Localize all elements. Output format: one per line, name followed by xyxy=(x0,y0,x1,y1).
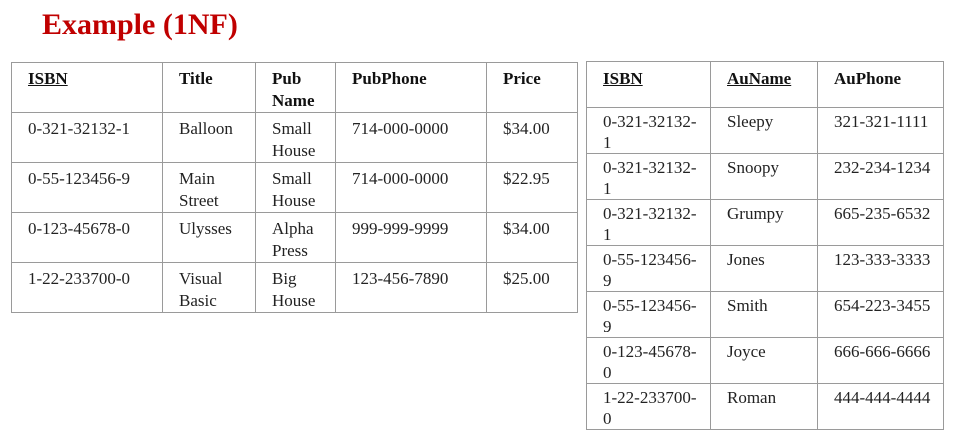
cell-price: $22.95 xyxy=(486,162,578,213)
cell-pubphone: 714-000-0000 xyxy=(335,112,487,163)
col-header-price: Price xyxy=(486,62,578,113)
cell-isbn: 0-123-45678-0 xyxy=(11,212,163,263)
col-header-pubphone: PubPhone xyxy=(335,62,487,113)
cell-auphone: 123-333-3333 xyxy=(817,245,944,292)
books-header-row: ISBN Title Pub Name PubPhone Price xyxy=(11,62,578,113)
col-header-isbn: ISBN xyxy=(586,61,711,108)
cell-auname: Jones xyxy=(710,245,818,292)
cell-title: Balloon xyxy=(162,112,256,163)
cell-isbn: 0-321-32132-1 xyxy=(586,107,711,154)
cell-isbn: 0-55-123456-9 xyxy=(586,291,711,338)
table-row: 0-123-45678-0 Ulysses Alpha Press 999-99… xyxy=(11,212,578,263)
cell-auname: Grumpy xyxy=(710,199,818,246)
cell-isbn: 0-321-32132-1 xyxy=(586,153,711,200)
cell-isbn: 1-22-233700-0 xyxy=(11,262,163,313)
cell-pub-name: Alpha Press xyxy=(255,212,336,263)
table-row: 0-55-123456-9 Jones 123-333-3333 xyxy=(586,245,944,292)
table-row: 0-55-123456-9 Smith 654-223-3455 xyxy=(586,291,944,338)
authors-table: ISBN AuName AuPhone 0-321-32132-1 Sleepy… xyxy=(586,61,944,430)
table-row: 1-22-233700-0 Visual Basic Big House 123… xyxy=(11,262,578,313)
table-row: 0-123-45678-0 Joyce 666-666-6666 xyxy=(586,337,944,384)
cell-title: Main Street xyxy=(162,162,256,213)
cell-title: Visual Basic xyxy=(162,262,256,313)
table-row: 0-321-32132-1 Balloon Small House 714-00… xyxy=(11,112,578,163)
cell-isbn: 0-123-45678-0 xyxy=(586,337,711,384)
cell-pub-name: Small House xyxy=(255,162,336,213)
table-row: 0-55-123456-9 Main Street Small House 71… xyxy=(11,162,578,213)
cell-auname: Sleepy xyxy=(710,107,818,154)
cell-pubphone: 123-456-7890 xyxy=(335,262,487,313)
cell-auname: Smith xyxy=(710,291,818,338)
cell-pub-name: Small House xyxy=(255,112,336,163)
cell-auname: Joyce xyxy=(710,337,818,384)
cell-isbn: 0-321-32132-1 xyxy=(586,199,711,246)
cell-auphone: 232-234-1234 xyxy=(817,153,944,200)
authors-header-row: ISBN AuName AuPhone xyxy=(586,61,944,108)
cell-pub-name: Big House xyxy=(255,262,336,313)
col-header-pub-name: Pub Name xyxy=(255,62,336,113)
cell-price: $25.00 xyxy=(486,262,578,313)
cell-title: Ulysses xyxy=(162,212,256,263)
cell-pubphone: 714-000-0000 xyxy=(335,162,487,213)
cell-isbn: 0-55-123456-9 xyxy=(11,162,163,213)
cell-auname: Snoopy xyxy=(710,153,818,200)
col-header-isbn: ISBN xyxy=(11,62,163,113)
cell-price: $34.00 xyxy=(486,212,578,263)
cell-auphone: 654-223-3455 xyxy=(817,291,944,338)
cell-isbn: 0-321-32132-1 xyxy=(11,112,163,163)
col-header-auphone: AuPhone xyxy=(817,61,944,108)
cell-auphone: 666-666-6666 xyxy=(817,337,944,384)
page-title: Example (1NF) xyxy=(42,8,238,41)
cell-auphone: 321-321-1111 xyxy=(817,107,944,154)
table-row: 0-321-32132-1 Snoopy 232-234-1234 xyxy=(586,153,944,200)
table-row: 0-321-32132-1 Sleepy 321-321-1111 xyxy=(586,107,944,154)
col-header-title: Title xyxy=(162,62,256,113)
cell-pubphone: 999-999-9999 xyxy=(335,212,487,263)
books-table: ISBN Title Pub Name PubPhone Price 0-321… xyxy=(11,62,578,313)
cell-auname: Roman xyxy=(710,383,818,430)
table-row: 1-22-233700-0 Roman 444-444-4444 xyxy=(586,383,944,430)
cell-auphone: 665-235-6532 xyxy=(817,199,944,246)
cell-auphone: 444-444-4444 xyxy=(817,383,944,430)
col-header-auname: AuName xyxy=(710,61,818,108)
cell-isbn: 0-55-123456-9 xyxy=(586,245,711,292)
cell-price: $34.00 xyxy=(486,112,578,163)
table-row: 0-321-32132-1 Grumpy 665-235-6532 xyxy=(586,199,944,246)
cell-isbn: 1-22-233700-0 xyxy=(586,383,711,430)
